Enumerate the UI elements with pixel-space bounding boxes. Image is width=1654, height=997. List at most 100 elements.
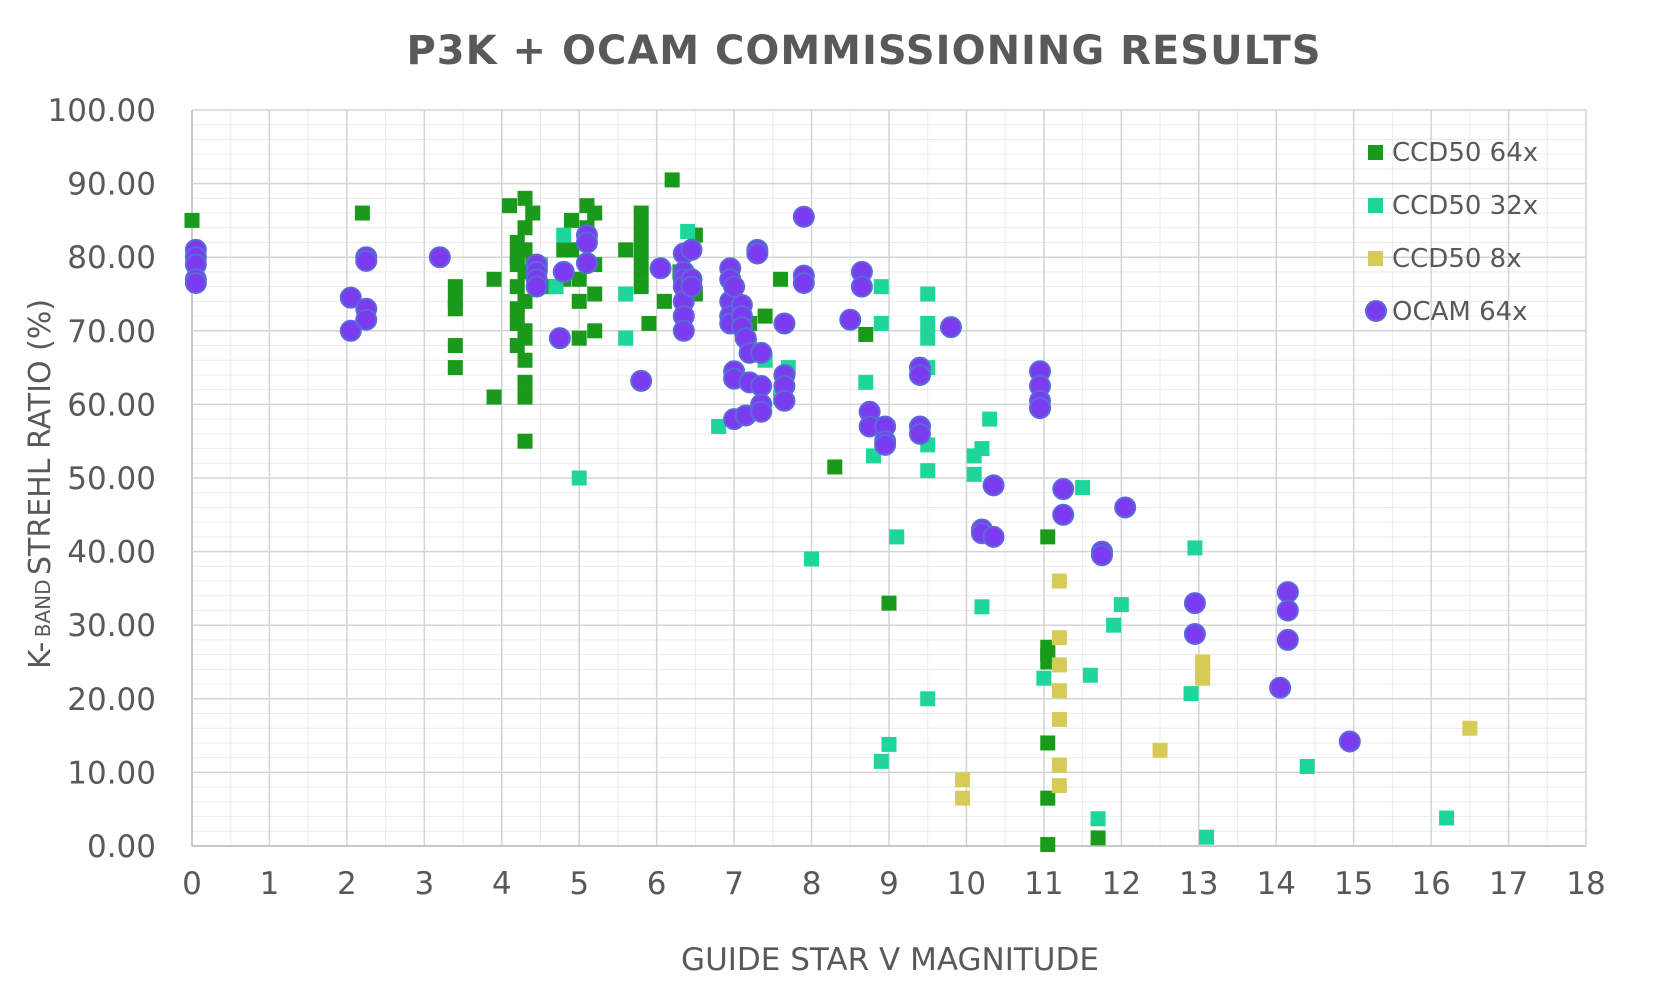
data-point <box>517 352 533 368</box>
data-point <box>649 257 672 280</box>
data-point <box>575 252 598 275</box>
data-point <box>355 249 378 272</box>
data-point <box>873 753 889 769</box>
x-tick-label: 17 <box>1489 866 1528 902</box>
y-tick-label: 20.00 <box>67 682 156 718</box>
data-point <box>447 360 463 376</box>
data-point <box>525 205 541 221</box>
series-ccd50-8x <box>955 573 1478 806</box>
data-points <box>184 172 1478 853</box>
data-point <box>1040 837 1056 853</box>
data-point <box>773 389 796 412</box>
data-point <box>1090 811 1106 827</box>
data-point <box>750 375 773 397</box>
data-point <box>792 205 815 228</box>
legend-label-ccd50-64x: CCD50 64x <box>1392 138 1538 168</box>
data-point <box>711 418 727 434</box>
y-tick-label: 70.00 <box>67 314 156 350</box>
data-point <box>680 238 703 261</box>
data-point <box>355 308 378 331</box>
data-point <box>1051 657 1067 673</box>
data-point <box>1090 544 1113 567</box>
data-point <box>571 330 587 346</box>
data-point <box>1051 778 1067 794</box>
data-point <box>548 279 564 295</box>
x-tick-label: 9 <box>879 866 899 902</box>
x-tick-label: 1 <box>260 866 280 902</box>
data-point <box>587 286 603 302</box>
legend-marker-ccd50-32x <box>1368 198 1383 213</box>
data-point <box>630 369 653 392</box>
data-point <box>757 308 773 324</box>
data-point <box>920 286 936 302</box>
legend-label-ocam-64x: OCAM 64x <box>1392 297 1528 327</box>
data-point <box>1106 617 1122 633</box>
data-point <box>881 595 897 611</box>
data-point <box>1075 480 1091 496</box>
data-point <box>1040 529 1056 545</box>
data-point <box>517 389 533 405</box>
x-tick-labels: 0 1 2 3 4 5 6 7 8 9 10 11 12 13 14 15 16 17 18 <box>182 866 1606 902</box>
y-tick-label: 100.00 <box>48 93 156 129</box>
x-tick-label: 5 <box>569 866 589 902</box>
data-point <box>517 242 533 258</box>
data-point <box>1338 730 1361 753</box>
y-tick-label: 80.00 <box>67 240 156 276</box>
data-point <box>1152 742 1168 758</box>
x-tick-label: 4 <box>492 866 512 902</box>
data-point <box>517 220 533 236</box>
data-point <box>1113 597 1129 613</box>
data-point <box>641 315 657 331</box>
data-point <box>184 271 207 294</box>
data-point <box>633 264 649 280</box>
data-point <box>750 400 773 423</box>
data-point <box>587 323 603 339</box>
legend-marker-ccd50-64x <box>1368 145 1383 160</box>
x-tick-label: 2 <box>337 866 357 902</box>
data-point <box>955 790 971 806</box>
data-point <box>680 275 703 298</box>
data-point <box>1036 670 1052 686</box>
data-point <box>974 599 990 615</box>
data-point <box>552 260 575 283</box>
data-point <box>1052 503 1075 526</box>
x-tick-label: 13 <box>1179 866 1218 902</box>
x-axis-label: GUIDE STAR V MAGNITUDE <box>681 942 1099 978</box>
data-point <box>633 220 649 236</box>
x-tick-label: 6 <box>647 866 667 902</box>
data-point <box>556 227 572 243</box>
legend-marker-ocam-64x <box>1365 300 1387 322</box>
data-point <box>982 525 1005 548</box>
data-point <box>502 198 518 214</box>
data-point <box>1269 676 1292 699</box>
data-point <box>618 330 634 346</box>
data-point <box>1040 790 1056 806</box>
data-point <box>1029 397 1052 420</box>
data-point <box>672 319 695 342</box>
y-axis-label-main: STREHL RATIO (%) <box>23 299 58 575</box>
data-point <box>908 422 931 445</box>
data-point <box>804 551 820 567</box>
x-tick-label: 15 <box>1334 866 1373 902</box>
data-point <box>939 316 962 339</box>
data-point <box>858 326 874 342</box>
legend-item-ccd50-64x: CCD50 64x <box>1368 138 1538 168</box>
data-point <box>517 374 533 390</box>
x-tick-label: 16 <box>1411 866 1450 902</box>
x-tick-label: 10 <box>947 866 986 902</box>
data-point <box>563 242 579 258</box>
data-point <box>1051 683 1067 699</box>
data-point <box>447 301 463 317</box>
data-point <box>1276 628 1299 651</box>
legend-label-ccd50-8x: CCD50 8x <box>1392 244 1522 274</box>
x-tick-label: 12 <box>1102 866 1141 902</box>
series-ccd50-64x <box>184 172 1106 853</box>
data-point <box>517 433 533 449</box>
data-point <box>447 338 463 354</box>
data-point <box>873 279 889 295</box>
data-point <box>1195 670 1211 686</box>
data-point <box>982 474 1005 497</box>
data-point <box>618 286 634 302</box>
